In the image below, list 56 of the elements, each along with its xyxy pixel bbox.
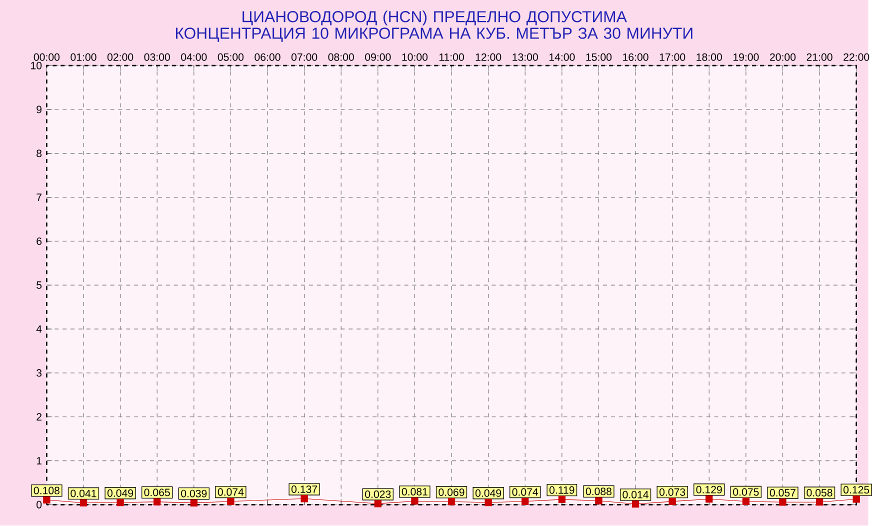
data-label: 0.081: [402, 488, 428, 496]
x-tick-label: 12:00: [476, 54, 502, 62]
x-tick-label: 13:00: [512, 54, 538, 62]
x-tick-label: 05:00: [218, 54, 244, 62]
data-label: 0.057: [770, 489, 796, 497]
data-label: 0.074: [218, 488, 244, 496]
data-label: 0.049: [107, 490, 134, 498]
data-label: 0.069: [438, 488, 464, 496]
x-tick-label: 03:00: [144, 54, 170, 62]
x-tick-label: 17:00: [660, 54, 686, 62]
data-label: 0.058: [806, 489, 832, 497]
data-label: 0.074: [512, 488, 538, 496]
x-tick-label: 07:00: [291, 54, 318, 62]
y-tick-label: 1: [36, 457, 42, 465]
x-tick-label: 16:00: [623, 54, 648, 62]
data-label: 0.049: [475, 490, 502, 498]
y-tick-label: 5: [36, 282, 42, 290]
x-tick-label: 19:00: [733, 54, 759, 62]
x-tick-label: 11:00: [439, 54, 464, 62]
x-tick-label: 04:00: [181, 54, 207, 62]
data-label: 0.125: [843, 486, 870, 494]
data-label: 0.088: [586, 488, 612, 496]
data-label: 0.129: [696, 486, 722, 494]
data-label: 0.023: [365, 490, 391, 498]
data-label: 0.065: [144, 488, 170, 496]
data-label: 0.137: [291, 486, 318, 494]
data-label: 0.041: [70, 490, 96, 498]
x-tick-label: 06:00: [254, 54, 280, 62]
y-tick-label: 0: [36, 501, 42, 509]
y-tick-label: 8: [36, 150, 42, 158]
x-tick-label: 21:00: [806, 54, 832, 62]
data-label: 0.014: [622, 491, 648, 499]
y-tick-label: 10: [31, 62, 42, 70]
x-tick-label: 22:00: [844, 54, 870, 62]
data-label: 0.119: [549, 486, 574, 494]
chart-title: ЦИАНОВОДОРОД (HCN) ПРЕДЕЛНО ДОПУСТИМА КОНЦЕНТРАЦИЯ 10 МИКРОГРАМА НА КУБ. МЕТЪР ЗА 30 МИНУТИ: [176, 10, 692, 42]
y-tick-label: 3: [36, 369, 42, 377]
x-tick-label: 15:00: [586, 54, 612, 62]
x-tick-label: 14:00: [549, 54, 575, 62]
x-tick-label: 00:00: [34, 54, 60, 62]
x-tick-label: 01:00: [70, 54, 96, 62]
x-tick-label: 08:00: [328, 54, 354, 62]
x-tick-label: 10:00: [402, 54, 428, 62]
data-label: 0.073: [659, 488, 686, 496]
x-tick-label: 18:00: [696, 54, 722, 62]
y-tick-label: 9: [36, 106, 42, 114]
x-tick-label: 02:00: [107, 54, 134, 62]
data-label: 0.075: [733, 488, 759, 496]
y-tick-label: 2: [36, 413, 42, 421]
y-tick-label: 7: [36, 194, 42, 202]
y-tick-label: 6: [36, 238, 42, 246]
data-label: 0.108: [34, 487, 60, 495]
y-tick-label: 4: [36, 326, 42, 333]
x-tick-label: 20:00: [770, 54, 796, 62]
data-label: 0.039: [181, 490, 207, 498]
x-tick-label: 09:00: [365, 54, 391, 62]
